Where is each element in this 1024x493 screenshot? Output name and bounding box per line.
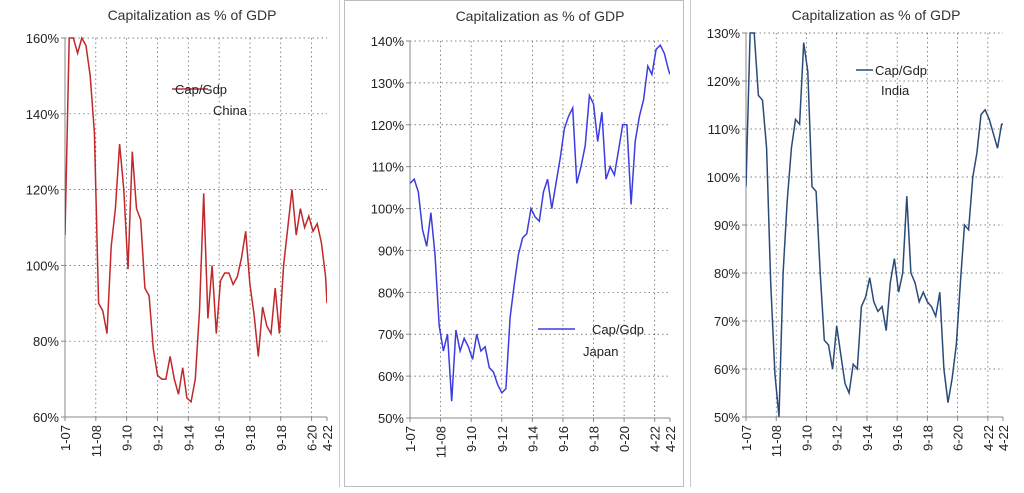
china-xtick-label: 9-10 (120, 425, 135, 451)
india-xtick-label: 11-08 (769, 425, 784, 457)
japan-chart-title: Capitalization as % of GDP (456, 8, 625, 24)
china-chart-title: Capitalization as % of GDP (108, 7, 277, 23)
china-ytick-label: 100% (26, 258, 60, 273)
japan-ytick-label: 140% (371, 34, 405, 49)
japan-xtick-label: 9-18 (587, 426, 602, 452)
india-xtick-label: 9-10 (799, 425, 814, 451)
india-xtick-label: 9-18 (920, 425, 935, 451)
japan-xtick-label: 9-16 (556, 426, 571, 452)
china-chart-panel: Capitalization as % of GDP 60% 80% 100% 120%… (0, 0, 340, 487)
japan-chart: Capitalization as % of GDP 50% 60% 70% 80% 90… (371, 8, 678, 458)
japan-xtick-label: 1-07 (403, 426, 418, 452)
china-ytick-label: 80% (33, 334, 59, 349)
china-series-line (65, 36, 327, 404)
china-xtick-label: 6-20 (305, 425, 320, 451)
china-chart: Capitalization as % of GDP 60% 80% 100% 120%… (26, 7, 335, 457)
japan-ytick-label: 50% (378, 411, 404, 426)
india-chart-panel: Capitalization as % of GDP 50% 60% 70% 80% 90… (690, 0, 1024, 487)
japan-chart-panel: Capitalization as % of GDP 50% 60% 70% 80% 90… (344, 0, 684, 487)
japan-legend-label: Cap/Gdp (592, 322, 644, 337)
india-ytick-label: 100% (707, 170, 741, 185)
india-ytick-label: 120% (707, 74, 741, 89)
india-xtick-label: 4-22 (981, 425, 996, 451)
china-ytick-label: 60% (33, 410, 59, 425)
china-legend-label: Cap/Gdp (175, 82, 227, 97)
japan-ytick-label: 100% (371, 202, 405, 217)
japan-xtick-label: 4-22 (648, 426, 663, 452)
china-ytick-label: 120% (26, 183, 60, 198)
india-ytick-label: 80% (714, 266, 740, 281)
india-ytick-label: 130% (707, 26, 741, 41)
china-xtick-label: 9-18 (274, 425, 289, 451)
india-xtick-label: 6-20 (951, 425, 966, 451)
india-ytick-label: 70% (714, 314, 740, 329)
india-ytick-label: 90% (714, 218, 740, 233)
china-xtick-label: 9-18 (243, 425, 258, 451)
china-xtick-label: 9-14 (181, 425, 196, 451)
india-xtick-label: 9-14 (860, 425, 875, 451)
china-xtick-label: 4-22 (320, 425, 335, 451)
india-xtick-label: 9-12 (830, 425, 845, 451)
india-xtick-label: 1-07 (739, 425, 754, 451)
china-ytick-label: 160% (26, 31, 60, 46)
india-xtick-label: 9-16 (890, 425, 905, 451)
india-series-line (746, 32, 1003, 417)
japan-xtick-label: 9-10 (464, 426, 479, 452)
china-ytick-label: 140% (26, 107, 60, 122)
india-legend-label: Cap/Gdp (875, 63, 927, 78)
india-xtick-label: 4-22 (996, 425, 1011, 451)
japan-ytick-label: 60% (378, 369, 404, 384)
japan-ytick-label: 90% (378, 243, 404, 258)
japan-series-line (410, 43, 670, 402)
japan-ytick-label: 110% (372, 160, 405, 175)
japan-xtick-label: 11-08 (434, 426, 449, 458)
japan-xtick-label: 9-14 (525, 426, 540, 452)
china-xtick-label: 9-16 (212, 425, 227, 451)
india-ytick-label: 50% (714, 410, 740, 425)
japan-ytick-label: 130% (371, 76, 405, 91)
japan-legend-sublabel: Japan (583, 344, 618, 359)
india-chart: Capitalization as % of GDP 50% 60% 70% 80% 90… (707, 7, 1011, 457)
india-legend-sublabel: India (881, 83, 910, 98)
india-chart-title: Capitalization as % of GDP (792, 7, 961, 23)
india-ytick-label: 60% (714, 362, 740, 377)
india-ytick-label: 110% (708, 122, 741, 137)
japan-ytick-label: 120% (371, 118, 405, 133)
china-legend-sublabel: China (213, 103, 248, 118)
japan-ytick-label: 80% (378, 285, 404, 300)
japan-xtick-label: 9-12 (495, 426, 510, 452)
japan-ytick-label: 70% (378, 327, 404, 342)
china-xtick-label: 1-07 (58, 425, 73, 451)
japan-xtick-label: 0-20 (617, 426, 632, 452)
china-xtick-label: 9-12 (150, 425, 165, 451)
china-xtick-label: 11-08 (89, 425, 104, 457)
japan-xtick-label: 4-22 (663, 426, 678, 452)
